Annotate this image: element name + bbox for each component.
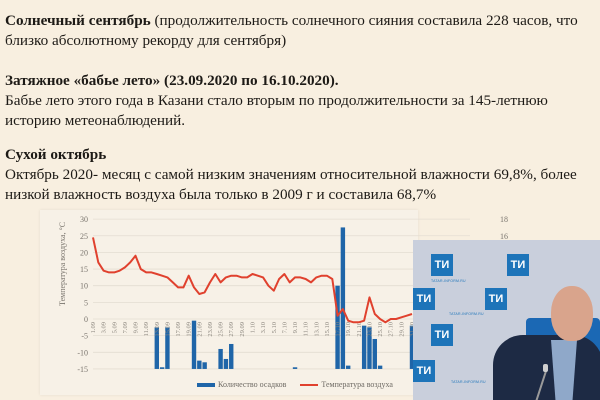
precipitation-bar (229, 343, 234, 369)
ti-logo-icon: ТИ (413, 288, 435, 310)
speaker-shirt (551, 340, 577, 400)
ti-url-text: TATAR-INFORM.RU (449, 312, 484, 316)
paragraph-title: Затяжное «бабье лето» (23.09.2020 по 16.… (5, 72, 339, 89)
x-tick-label: 11.10 (303, 322, 310, 336)
precipitation-bar (223, 358, 229, 369)
x-tick-label: 19.10 (345, 322, 352, 337)
x-tick-label: 15.09 (164, 322, 171, 337)
ti-url-text: TATAR-INFORM.RU (451, 380, 486, 384)
x-tick-label: 17.10 (335, 322, 342, 337)
legend-swatch-bar (197, 382, 215, 387)
y-tick-label: 15 (80, 265, 88, 274)
x-tick-label: 27.10 (388, 322, 395, 337)
precipitation-bar (340, 227, 346, 369)
chart-legend: Количество осадков Температура воздуха (197, 380, 393, 389)
precipitation-bar (154, 327, 159, 369)
temperature-line (92, 237, 413, 324)
paragraph-body: Октябрь 2020- месяц с самой низким значе… (5, 166, 577, 203)
y-tick-label: -5 (81, 332, 88, 341)
precipitation-bar (197, 360, 202, 369)
x-tick-label: 25.09 (218, 322, 225, 337)
precipitation-bar (191, 320, 197, 369)
precipitation-bar (202, 362, 207, 369)
x-tick-label: 25.10 (377, 322, 384, 337)
x-tick-label: 29.09 (239, 322, 246, 337)
precipitation-bar (292, 367, 298, 369)
paragraph-dry-october: Сухой октябрь Октябрь 2020- месяц с само… (5, 145, 597, 205)
x-tick-label: 19.09 (186, 322, 193, 337)
legend-swatch-line (300, 383, 319, 386)
y2-tick-label: 18 (500, 215, 508, 224)
legend-label: Температура воздуха (321, 380, 393, 389)
y-tick-label: -15 (77, 365, 88, 374)
x-tick-label: 3.10 (260, 322, 267, 333)
x-tick-label: 1.09 (90, 322, 97, 333)
x-tick-label: 5.10 (271, 322, 278, 333)
precipitation-bar (377, 365, 383, 369)
precipitation-bar (159, 367, 165, 369)
y-tick-label: -10 (77, 348, 88, 357)
y-tick-label: 20 (80, 248, 88, 257)
ti-logo-icon: ТИ (413, 360, 435, 382)
ti-logo-icon: ТИ (507, 254, 529, 276)
x-tick-label: 21.10 (356, 322, 363, 337)
x-tick-label: 31.10 (409, 322, 416, 337)
x-tick-label: 23.09 (207, 322, 214, 337)
x-tick-label: 5.09 (111, 322, 118, 333)
paragraph-title: Сухой октябрь (5, 146, 107, 163)
x-tick-label: 29.10 (398, 322, 405, 337)
x-tick-label: 7.10 (281, 322, 288, 333)
x-tick-label: 13.09 (154, 322, 161, 337)
paragraph-body: (продолжительность солнечного сияния сос… (5, 12, 578, 49)
speaker-head (551, 286, 593, 341)
x-tick-label: 11.09 (143, 322, 150, 336)
precipitation-bar (218, 348, 223, 369)
ti-logo-icon: ТИ (431, 324, 453, 346)
y2-tick-label: 16 (500, 232, 508, 241)
x-tick-label: 21.09 (196, 322, 203, 337)
precipitation-bar (361, 325, 367, 369)
microphone-icon (543, 364, 548, 372)
x-tick-label: 27.09 (228, 322, 235, 337)
y-axis-label: Температура воздуха, °С (58, 221, 67, 306)
x-tick-label: 9.10 (292, 322, 299, 333)
video-overlay-speaker: ТИ ТИ ТИ ТИ ТИ ТИ TATAR-INFORM.RU TATAR-… (413, 240, 600, 400)
y-tick-label: 5 (84, 298, 88, 307)
precipitation-bar (372, 338, 377, 369)
y-tick-label: 10 (80, 282, 88, 291)
ti-logo-icon: ТИ (485, 288, 507, 310)
legend-label: Количество осадков (218, 380, 287, 389)
legend-item-precipitation: Количество осадков (197, 380, 286, 389)
ti-url-text: TATAR-INFORM.RU (431, 279, 466, 283)
x-tick-label: 17.09 (175, 322, 182, 337)
ti-logo-icon: ТИ (431, 254, 453, 276)
x-tick-label: 13.10 (313, 322, 320, 337)
paragraph-title: Солнечный сентябрь (5, 12, 151, 29)
y-tick-label: 30 (80, 215, 88, 224)
x-tick-label: 7.09 (122, 322, 129, 333)
precipitation-bar (409, 325, 415, 369)
paragraph-indian-summer: Затяжное «бабье лето» (23.09.2020 по 16.… (5, 71, 597, 131)
precipitation-bar (165, 327, 170, 369)
precipitation-bar (346, 365, 351, 369)
precipitation-bar (367, 327, 372, 369)
x-tick-label: 23.10 (366, 322, 373, 337)
x-tick-label: 9.09 (133, 322, 140, 333)
legend-item-temperature: Температура воздуха (300, 380, 393, 389)
paragraph-body: Бабье лето этого года в Казани стало вто… (5, 92, 548, 129)
x-tick-label: 1.10 (250, 322, 257, 333)
precipitation-bar (335, 285, 340, 369)
paragraph-sunny-september: Солнечный сентябрь (продолжительность со… (5, 11, 597, 51)
y-tick-label: 0 (84, 315, 88, 324)
x-tick-label: 15.10 (324, 322, 331, 337)
y-tick-label: 25 (80, 232, 88, 241)
x-tick-label: 3.09 (101, 322, 108, 333)
